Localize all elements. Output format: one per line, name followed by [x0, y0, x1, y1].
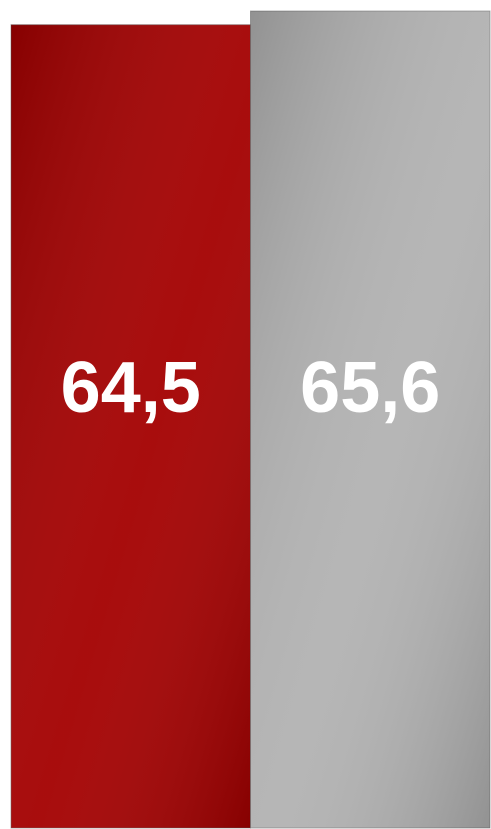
bar-shade [11, 24, 251, 828]
bar-shade [250, 11, 490, 828]
value-label: 65,6 [300, 348, 440, 428]
value-label: 64,5 [61, 348, 201, 428]
